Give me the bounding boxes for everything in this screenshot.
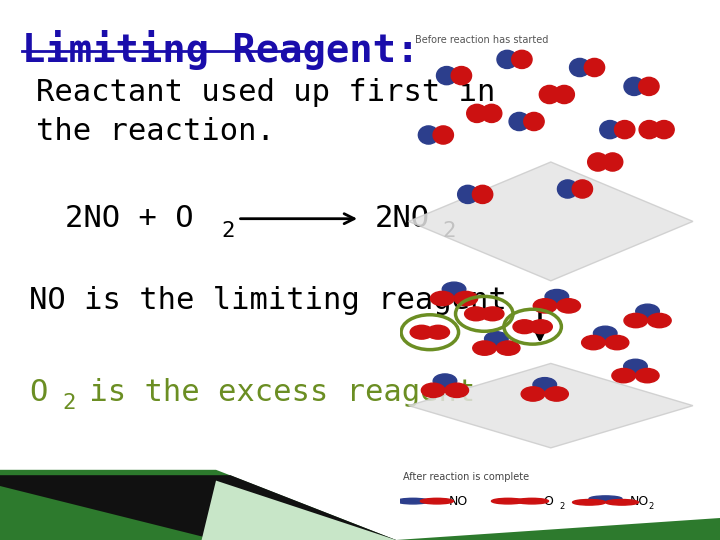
Polygon shape — [409, 162, 693, 281]
Circle shape — [445, 383, 469, 397]
Text: After reaction is complete: After reaction is complete — [402, 472, 529, 483]
Circle shape — [451, 66, 472, 85]
Circle shape — [612, 368, 636, 383]
Text: 2: 2 — [649, 502, 654, 511]
Circle shape — [654, 120, 674, 139]
Circle shape — [485, 332, 508, 346]
Text: O: O — [29, 378, 48, 407]
Circle shape — [529, 320, 552, 334]
Circle shape — [582, 335, 606, 350]
Circle shape — [473, 341, 496, 355]
Circle shape — [513, 320, 536, 334]
Circle shape — [570, 58, 590, 77]
Text: 2: 2 — [443, 220, 456, 241]
Circle shape — [572, 180, 593, 198]
Circle shape — [593, 326, 617, 341]
Circle shape — [647, 313, 671, 328]
Circle shape — [589, 496, 622, 502]
Circle shape — [410, 325, 433, 339]
Text: Reactant used up first in
the reaction.: Reactant used up first in the reaction. — [36, 78, 495, 145]
Circle shape — [524, 112, 544, 131]
Circle shape — [636, 304, 660, 319]
Circle shape — [521, 387, 545, 401]
Circle shape — [585, 58, 605, 77]
Circle shape — [496, 341, 520, 355]
Text: NO: NO — [449, 495, 468, 508]
Text: Before reaction has started: Before reaction has started — [415, 35, 548, 45]
Circle shape — [433, 126, 454, 144]
Circle shape — [442, 282, 466, 296]
Text: NO is the limiting reagent: NO is the limiting reagent — [29, 286, 507, 315]
Circle shape — [545, 387, 568, 401]
Text: 2: 2 — [559, 502, 564, 511]
Circle shape — [533, 377, 557, 392]
Circle shape — [418, 126, 438, 144]
Circle shape — [639, 77, 659, 96]
Circle shape — [497, 50, 517, 69]
Polygon shape — [409, 363, 693, 448]
Circle shape — [467, 104, 487, 123]
Circle shape — [492, 498, 525, 504]
Circle shape — [421, 383, 445, 397]
Circle shape — [397, 498, 430, 504]
Circle shape — [624, 77, 644, 96]
Circle shape — [539, 85, 559, 104]
Circle shape — [557, 299, 580, 313]
Circle shape — [636, 368, 659, 383]
Circle shape — [431, 292, 454, 306]
Text: Limiting Reagent:: Limiting Reagent: — [22, 30, 419, 70]
Circle shape — [481, 307, 504, 321]
Circle shape — [472, 185, 492, 204]
Circle shape — [482, 104, 502, 123]
Polygon shape — [396, 518, 720, 540]
Circle shape — [458, 185, 478, 204]
Circle shape — [420, 498, 454, 504]
Circle shape — [588, 153, 608, 171]
Text: is the excess reagent: is the excess reagent — [71, 378, 474, 407]
Text: 2NO + O: 2NO + O — [65, 204, 194, 233]
Text: 2NO: 2NO — [374, 204, 430, 233]
Text: NO: NO — [629, 495, 649, 508]
Polygon shape — [0, 475, 396, 540]
Circle shape — [554, 85, 575, 104]
Circle shape — [615, 120, 635, 139]
Text: 2: 2 — [222, 220, 235, 241]
Circle shape — [516, 498, 549, 504]
Circle shape — [557, 180, 577, 198]
Circle shape — [545, 289, 569, 304]
Text: 2: 2 — [63, 393, 76, 413]
Circle shape — [639, 120, 660, 139]
Polygon shape — [0, 470, 396, 540]
Circle shape — [427, 325, 449, 339]
Circle shape — [509, 112, 529, 131]
Circle shape — [600, 120, 620, 139]
Circle shape — [606, 335, 629, 350]
Circle shape — [624, 313, 647, 328]
Circle shape — [606, 500, 639, 505]
Circle shape — [603, 153, 623, 171]
Circle shape — [534, 299, 557, 313]
Text: O: O — [544, 495, 554, 508]
Circle shape — [624, 359, 647, 374]
Circle shape — [433, 374, 456, 388]
Polygon shape — [202, 481, 396, 540]
Circle shape — [464, 307, 487, 321]
Circle shape — [512, 50, 532, 69]
Circle shape — [454, 292, 477, 306]
Circle shape — [572, 500, 606, 505]
Circle shape — [436, 66, 456, 85]
